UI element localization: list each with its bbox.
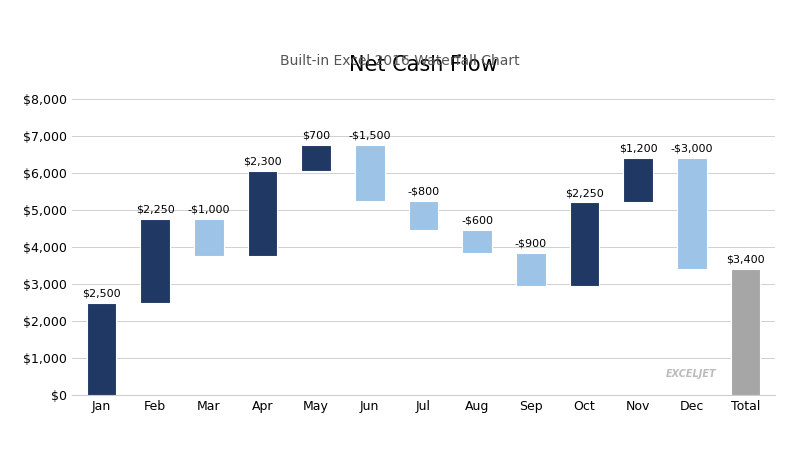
Bar <box>409 201 438 230</box>
Text: $2,250: $2,250 <box>136 205 174 215</box>
Text: -$800: -$800 <box>407 186 439 196</box>
Text: $700: $700 <box>302 131 330 141</box>
Text: $3,400: $3,400 <box>726 255 765 265</box>
Bar <box>248 171 277 256</box>
Bar <box>141 219 170 303</box>
Bar <box>677 158 706 269</box>
Bar <box>516 252 546 286</box>
Bar <box>301 145 331 171</box>
Bar <box>570 202 599 286</box>
Text: -$1,500: -$1,500 <box>348 131 391 141</box>
Bar <box>194 219 224 256</box>
Bar <box>731 269 761 395</box>
Text: -$600: -$600 <box>461 216 493 226</box>
Title: Net Cash Flow: Net Cash Flow <box>349 55 498 75</box>
Bar <box>623 158 653 202</box>
Bar <box>355 145 384 201</box>
Text: -$1,000: -$1,000 <box>188 205 230 215</box>
Text: EXCELJET: EXCELJET <box>666 369 717 379</box>
Text: -$900: -$900 <box>515 238 547 248</box>
Bar <box>86 303 116 395</box>
Text: $2,500: $2,500 <box>82 288 121 298</box>
Bar <box>463 230 492 252</box>
Text: Built-in Excel 2016 Waterfall Chart: Built-in Excel 2016 Waterfall Chart <box>280 54 519 68</box>
Text: $2,250: $2,250 <box>565 188 604 198</box>
Text: -$3,000: -$3,000 <box>670 144 713 154</box>
Text: $2,300: $2,300 <box>243 157 282 167</box>
Text: $1,200: $1,200 <box>619 144 658 154</box>
